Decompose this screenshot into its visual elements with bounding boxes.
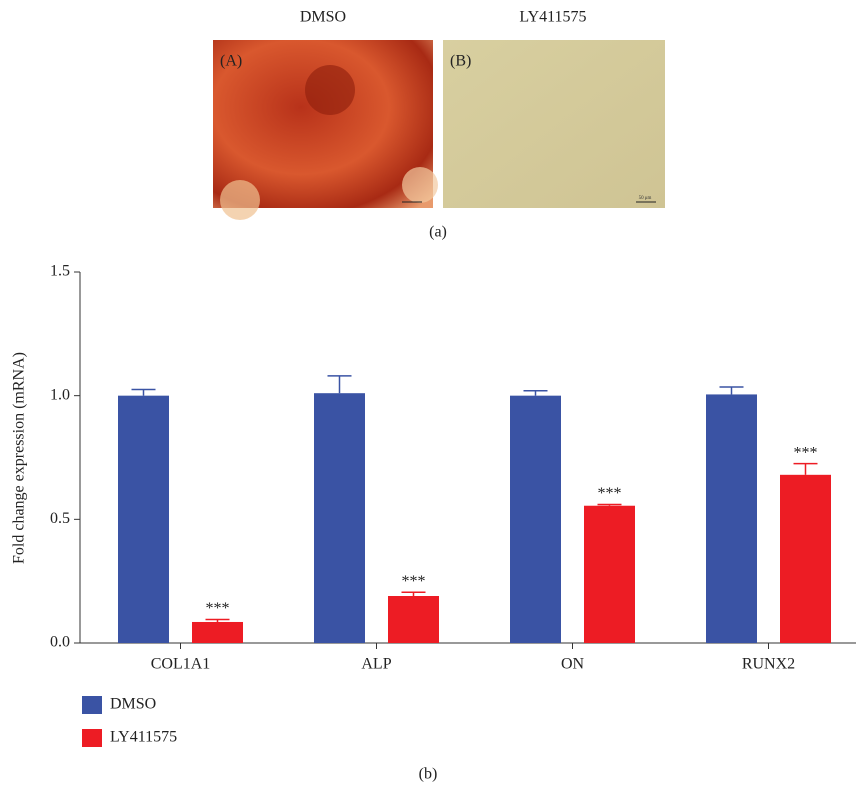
bar [192, 622, 243, 643]
y-tick-label: 1.0 [50, 386, 70, 403]
scale-bar-label: 50 μm [639, 196, 652, 201]
bar [118, 396, 169, 643]
panel-label: (A) [220, 53, 242, 70]
bar [510, 396, 561, 643]
legend-label: LY411575 [110, 729, 177, 746]
significance-label: *** [598, 485, 622, 502]
x-tick-label: ALP [361, 656, 391, 673]
x-tick-label: ON [561, 656, 585, 673]
bar [780, 475, 831, 643]
caption: (b) [419, 766, 438, 783]
micrograph [443, 40, 665, 208]
caption: (a) [429, 224, 447, 241]
y-tick-label: 0.5 [50, 510, 70, 527]
legend-swatch [82, 729, 102, 747]
x-tick-label: RUNX2 [742, 656, 795, 673]
micrograph-panel: DMSO (A) LY411575 (B) 50 μm (a) [213, 9, 665, 241]
texture [305, 65, 355, 115]
bar [314, 393, 365, 643]
bar [706, 394, 757, 643]
significance-label: *** [402, 573, 426, 590]
x-tick-label: COL1A1 [151, 656, 211, 673]
legend-label: DMSO [110, 696, 156, 713]
significance-label: *** [206, 600, 230, 617]
texture [402, 167, 438, 203]
significance-label: *** [794, 444, 818, 461]
panel-label: (B) [450, 53, 471, 70]
y-tick-label: 0.0 [50, 634, 70, 651]
y-axis-label: Fold change expression (mRNA) [11, 352, 28, 564]
figure: DMSO (A) LY411575 (B) 50 μm (a) Fold cha… [0, 0, 856, 786]
legend-swatch [82, 696, 102, 714]
panel-title: DMSO [300, 9, 346, 26]
panel-title: LY411575 [519, 9, 586, 26]
bar [388, 596, 439, 643]
bar [584, 506, 635, 643]
page: {"images": {"panels": [ {"title": "DMSO"… [0, 0, 856, 786]
texture [220, 180, 260, 220]
y-tick-label: 1.5 [50, 263, 70, 280]
